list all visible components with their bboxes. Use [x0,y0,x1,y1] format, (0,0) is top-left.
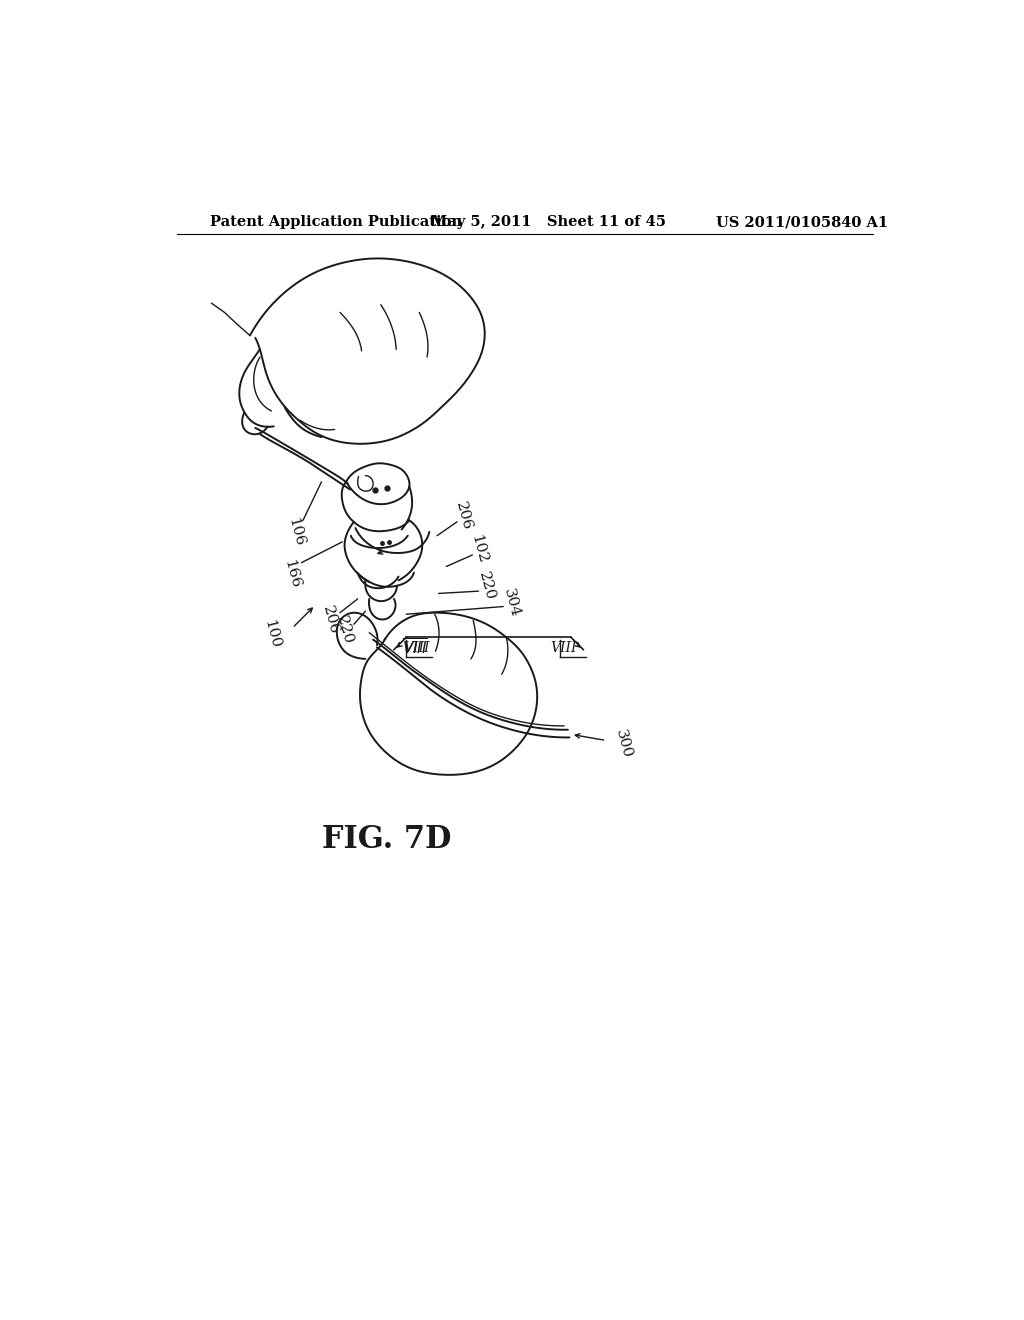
Text: 102: 102 [468,533,489,565]
Text: $\overline{VIII}$: $\overline{VIII}$ [402,638,428,657]
Text: VIII: VIII [550,642,577,655]
Text: US 2011/0105840 A1: US 2011/0105840 A1 [716,215,888,230]
Text: 100: 100 [261,618,282,651]
Text: FIG. 7D: FIG. 7D [322,825,451,855]
Text: VIII: VIII [403,642,430,655]
Text: 206: 206 [321,605,341,636]
Text: 304: 304 [501,587,522,619]
Text: 220: 220 [476,570,497,602]
Text: 106: 106 [286,516,306,548]
Text: 166: 166 [282,558,303,590]
Text: 300: 300 [612,727,634,759]
Text: 220: 220 [334,614,355,645]
Text: 206: 206 [453,500,474,532]
Text: May 5, 2011   Sheet 11 of 45: May 5, 2011 Sheet 11 of 45 [431,215,666,230]
Text: Patent Application Publication: Patent Application Publication [210,215,462,230]
